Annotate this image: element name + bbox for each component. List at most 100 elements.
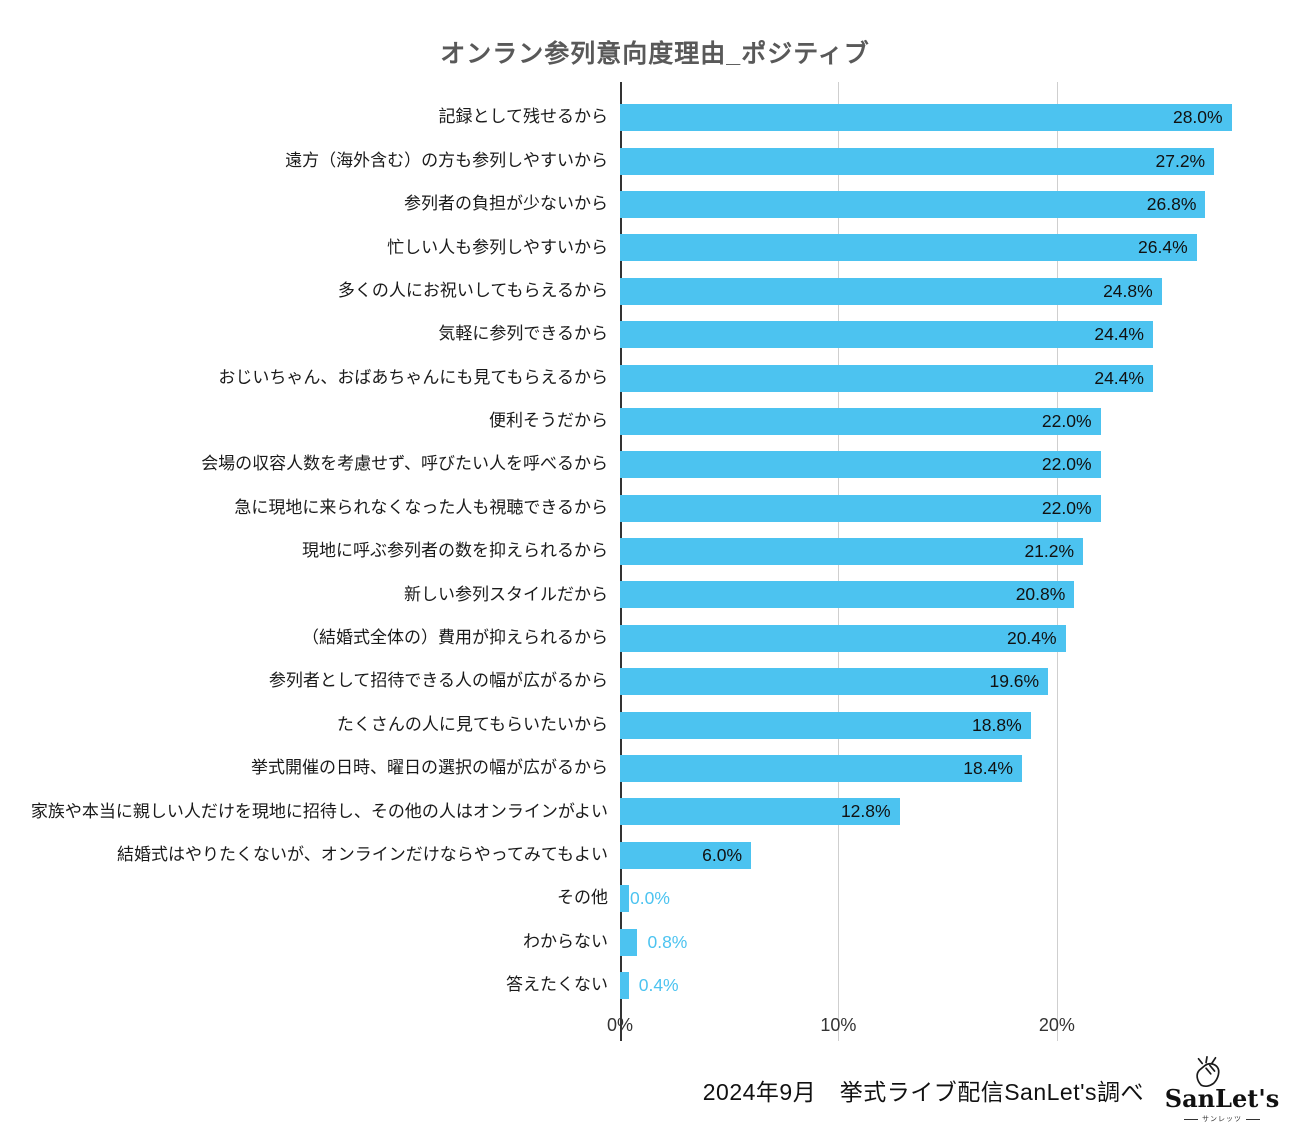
value-label: 24.4% xyxy=(1094,324,1144,345)
bar xyxy=(620,972,629,999)
chart-row: おじいちゃん、おばあちゃんにも見てもらえるから 24.4% xyxy=(20,356,1290,399)
bar-track: 19.6% xyxy=(620,668,1260,696)
value-label: 0.4% xyxy=(638,975,679,995)
bar-track: 20.8% xyxy=(620,581,1260,609)
category-label: （結婚式全体の）費用が抑えられるから xyxy=(302,628,608,648)
category-label: 気軽に参列できるから xyxy=(438,324,608,344)
x-tick-label: 10% xyxy=(820,1015,857,1036)
bar-track: 24.4% xyxy=(620,364,1260,392)
category-label: 遠方（海外含む）の方も参列しやすいから xyxy=(285,150,608,170)
bar-track: 24.8% xyxy=(620,277,1260,305)
bar-track: 24.4% xyxy=(620,321,1260,349)
chart-row: 遠方（海外含む）の方も参列しやすいから 27.2% xyxy=(20,139,1290,182)
category-label: 多くの人にお祝いしてもらえるから xyxy=(337,280,608,300)
value-label: 19.6% xyxy=(989,671,1040,692)
bar: 20.8% xyxy=(620,581,1075,609)
value-label: 20.8% xyxy=(1015,584,1066,605)
bar: 22.0% xyxy=(620,494,1101,522)
bar-track: 22.0% xyxy=(620,407,1260,435)
value-label: 26.4% xyxy=(1138,237,1188,258)
value-label: 28.0% xyxy=(1172,107,1223,128)
value-label: 0.8% xyxy=(647,931,688,952)
x-axis: 0% 10% 20% xyxy=(607,1007,1260,1041)
bar-track: 6.0% xyxy=(620,841,1260,869)
footer: 2024年9月 挙式ライブ配信SanLet's調べ SanLet's サンレッツ xyxy=(20,1055,1290,1124)
category-label: その他 xyxy=(557,888,608,908)
chart-row: 結婚式はやりたくないが、オンラインだけならやってみてもよい 6.0% xyxy=(20,834,1290,877)
chart-row: （結婚式全体の）費用が抑えられるから 20.4% xyxy=(20,617,1290,660)
chart-row: 多くの人にお祝いしてもらえるから 24.8% xyxy=(20,270,1290,313)
bar-track: 22.0% xyxy=(620,451,1260,479)
chart-row: 会場の収容人数を考慮せず、呼びたい人を呼べるから 22.0% xyxy=(20,443,1290,486)
chart-row: 答えたくない 0.4% xyxy=(20,964,1290,1007)
bar-track: 26.4% xyxy=(620,234,1260,262)
value-label: 22.0% xyxy=(1041,497,1092,518)
bar-track: 27.2% xyxy=(620,147,1260,175)
bar: 28.0% xyxy=(620,104,1232,132)
value-label: 18.4% xyxy=(963,758,1013,779)
value-label: 18.8% xyxy=(972,714,1022,735)
logo-subtext-row: サンレッツ xyxy=(1184,1114,1260,1124)
bar-track: 20.4% xyxy=(620,624,1260,652)
value-label: 6.0% xyxy=(702,844,743,865)
bar xyxy=(620,928,638,956)
value-label: 12.8% xyxy=(840,801,891,822)
category-label: 参列者の負担が少ないから xyxy=(404,194,608,214)
chart-row: 家族や本当に親しい人だけを現地に招待し、その他の人はオンラインがよい 12.8% xyxy=(20,790,1290,833)
chart-row: 挙式開催の日時、曜日の選択の幅が広がるから 18.4% xyxy=(20,747,1290,790)
chart-row: 忙しい人も参列しやすいから 26.4% xyxy=(20,226,1290,269)
bar: 22.0% xyxy=(620,407,1101,435)
category-label: 答えたくない xyxy=(506,975,608,995)
category-label: 新しい参列スタイルだから xyxy=(404,584,608,604)
chart-rows: 記録として残せるから 28.0% 遠方（海外含む）の方も参列しやすいから 27.2% 参… xyxy=(20,96,1290,1007)
bar: 24.4% xyxy=(620,364,1153,392)
category-label: わからない xyxy=(523,931,608,951)
bar: 21.2% xyxy=(620,538,1084,566)
value-label: 26.8% xyxy=(1146,193,1197,214)
bar: 18.4% xyxy=(620,755,1022,783)
clapping-hand-icon xyxy=(1196,1056,1220,1088)
bar-track: 28.0% xyxy=(620,104,1260,132)
source-note: 2024年9月 挙式ライブ配信SanLet's調べ xyxy=(702,1078,1144,1105)
category-label: 便利そうだから xyxy=(489,411,608,431)
bar-track: 0.4% xyxy=(620,972,1260,999)
value-label: 22.0% xyxy=(1041,410,1092,431)
bar: 6.0% xyxy=(620,841,752,869)
category-label: 現地に呼ぶ参列者の数を抑えられるから xyxy=(302,541,608,561)
value-label: 24.8% xyxy=(1103,280,1153,301)
value-label: 20.4% xyxy=(1006,627,1057,648)
logo-dash-right xyxy=(1246,1118,1260,1120)
category-label: 忙しい人も参列しやすいから xyxy=(387,237,608,257)
chart-row: 現地に呼ぶ参列者の数を抑えられるから 21.2% xyxy=(20,530,1290,573)
value-label: 21.2% xyxy=(1024,541,1075,562)
bar-track: 12.8% xyxy=(620,798,1260,826)
category-label: 記録として残せるから xyxy=(438,107,609,127)
bar: 20.4% xyxy=(620,624,1066,652)
chart-row: 便利そうだから 22.0% xyxy=(20,400,1290,443)
category-label: 急に現地に来られなくなった人も視聴できるから xyxy=(234,497,608,517)
logo-subtext: サンレッツ xyxy=(1202,1116,1242,1124)
bar-track: 0.0% xyxy=(620,885,1260,913)
bar: 19.6% xyxy=(620,668,1049,696)
bar-chart: 記録として残せるから 28.0% 遠方（海外含む）の方も参列しやすいから 27.2% 参… xyxy=(20,82,1290,1042)
chart-row: わからない 0.8% xyxy=(20,920,1290,963)
chart-row: 参列者の負担が少ないから 26.8% xyxy=(20,183,1290,226)
value-label: 0.0% xyxy=(630,888,670,909)
x-tick-label: 0% xyxy=(606,1015,634,1036)
chart-row: その他 0.0% xyxy=(20,877,1290,920)
bar-track: 0.8% xyxy=(620,928,1260,956)
chart-row: 急に現地に来られなくなった人も視聴できるから 22.0% xyxy=(20,487,1290,530)
bar-track: 21.2% xyxy=(620,538,1260,566)
value-label: 27.2% xyxy=(1155,150,1206,171)
bar-track: 18.4% xyxy=(620,755,1260,783)
chart-row: 気軽に参列できるから 24.4% xyxy=(20,313,1290,356)
chart-row: 新しい参列スタイルだから 20.8% xyxy=(20,573,1290,616)
value-label: 24.4% xyxy=(1094,367,1144,388)
bar-track: 18.8% xyxy=(620,711,1260,739)
bar-track: 22.0% xyxy=(620,494,1260,522)
category-label: 結婚式はやりたくないが、オンラインだけならやってみてもよい xyxy=(117,844,608,864)
category-label: 会場の収容人数を考慮せず、呼びたい人を呼べるから xyxy=(201,454,608,474)
category-label: 挙式開催の日時、曜日の選択の幅が広がるから xyxy=(251,758,608,778)
category-label: たくさんの人に見てもらいたいから xyxy=(336,714,608,734)
